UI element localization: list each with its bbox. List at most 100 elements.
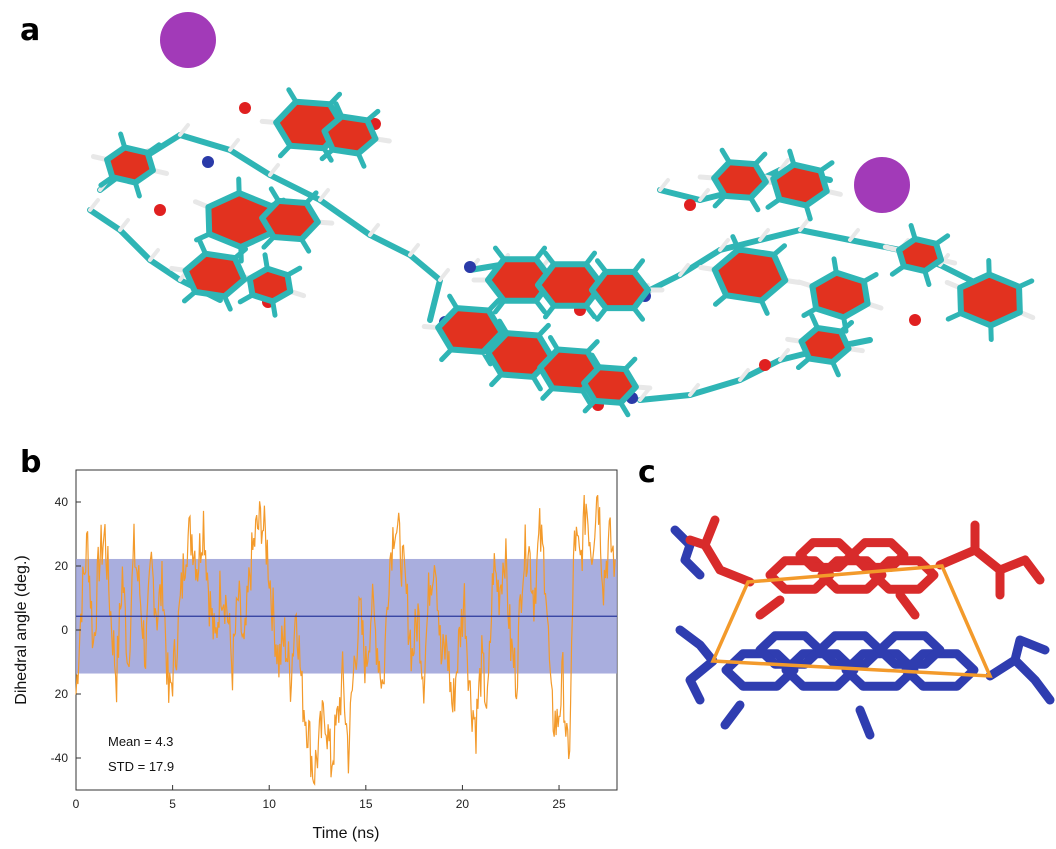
aromatic-ring xyxy=(755,631,825,669)
bond xyxy=(408,243,420,257)
bond xyxy=(935,545,1045,585)
atom xyxy=(759,359,771,371)
mean-annotation: Mean = 4.3 xyxy=(108,734,173,749)
bond xyxy=(718,238,730,252)
molecular-structure-image xyxy=(87,12,1036,418)
x-tick-label: 5 xyxy=(169,797,176,811)
aromatic-ring xyxy=(711,246,789,304)
aromatic-ring xyxy=(815,631,885,669)
aromatic-ring xyxy=(485,330,555,380)
bond xyxy=(117,227,153,263)
bond xyxy=(720,700,745,730)
bond xyxy=(685,515,720,550)
bond xyxy=(737,357,783,383)
bond xyxy=(700,540,755,587)
aromatic-ring xyxy=(770,161,830,209)
panel-label-c: c xyxy=(638,455,656,490)
bond xyxy=(855,705,875,740)
bond xyxy=(317,197,373,238)
y-axis-title: Dihedral angle (deg.) xyxy=(13,555,30,704)
atom xyxy=(239,102,251,114)
y-tick-label: 0 xyxy=(61,623,68,637)
atom xyxy=(684,199,696,211)
bond xyxy=(678,263,690,277)
bond xyxy=(87,207,123,233)
aromatic-ring xyxy=(817,556,887,594)
bond xyxy=(148,248,160,262)
std-band xyxy=(76,558,617,674)
bond xyxy=(407,252,443,283)
bond xyxy=(985,635,1050,681)
bond xyxy=(687,377,743,398)
bond xyxy=(778,348,790,362)
x-axis-title: Time (ns) xyxy=(313,825,380,842)
aromatic-ring xyxy=(798,324,852,366)
aromatic-ring xyxy=(321,113,379,157)
atom xyxy=(464,261,476,273)
x-tick-label: 20 xyxy=(456,797,470,811)
bond xyxy=(147,257,183,283)
x-tick-label: 0 xyxy=(73,797,80,811)
ion-sphere xyxy=(854,157,910,213)
x-tick-label: 10 xyxy=(263,797,277,811)
atom xyxy=(154,204,166,216)
aromatic-ring xyxy=(711,159,769,201)
bond xyxy=(427,277,443,323)
bond xyxy=(637,392,693,403)
aromatic-ring xyxy=(246,265,294,305)
plot-frame xyxy=(75,469,618,791)
y-tick-label: 20 xyxy=(55,687,69,701)
bond xyxy=(368,223,380,237)
aromatic-ring xyxy=(795,538,857,572)
bond xyxy=(657,187,703,203)
bond xyxy=(178,123,190,137)
bond xyxy=(848,228,860,242)
bond xyxy=(367,232,413,258)
y-tick-label: 20 xyxy=(55,559,69,573)
x-tick-label: 15 xyxy=(359,797,373,811)
bond xyxy=(738,368,750,382)
ion-sphere xyxy=(160,12,216,68)
bond xyxy=(88,198,100,212)
bond xyxy=(1010,655,1055,705)
bond xyxy=(670,525,705,580)
bond xyxy=(268,163,280,177)
bond xyxy=(797,227,853,243)
dihedral-trace xyxy=(75,494,616,786)
bond xyxy=(798,218,810,232)
aromatic-ring xyxy=(957,271,1023,329)
dihedral-plane-outline xyxy=(710,564,993,678)
atom xyxy=(202,156,214,168)
bond xyxy=(177,132,233,153)
aromatic-ring xyxy=(581,364,639,406)
aromatic-ring xyxy=(104,144,156,186)
y-tick-label: -40 xyxy=(51,751,69,765)
aromatic-ring xyxy=(182,250,248,300)
aromatic-ring xyxy=(485,256,555,304)
aromatic-ring xyxy=(847,538,909,572)
aromatic-ring xyxy=(721,649,799,691)
bond xyxy=(757,227,803,243)
panel-label-b: b xyxy=(20,445,42,480)
bond xyxy=(228,138,240,152)
aromatic-ring xyxy=(841,649,919,691)
aromatic-ring xyxy=(589,268,651,312)
aromatic-ring xyxy=(809,269,871,321)
bond xyxy=(758,228,770,242)
atom xyxy=(909,314,921,326)
bond xyxy=(675,625,718,705)
aromatic-ring xyxy=(895,235,945,275)
y-tick-label: 40 xyxy=(55,495,69,509)
bond xyxy=(778,158,790,172)
bond xyxy=(658,178,670,192)
bond xyxy=(698,188,710,202)
bond xyxy=(895,590,920,620)
bond xyxy=(755,595,785,620)
bond xyxy=(688,383,700,397)
bond xyxy=(318,188,330,202)
aromatic-ring xyxy=(765,556,835,594)
bond xyxy=(638,388,650,402)
std-annotation: STD = 17.9 xyxy=(108,759,174,774)
aromatic-ring xyxy=(259,197,321,243)
aromatic-ring xyxy=(435,305,505,355)
